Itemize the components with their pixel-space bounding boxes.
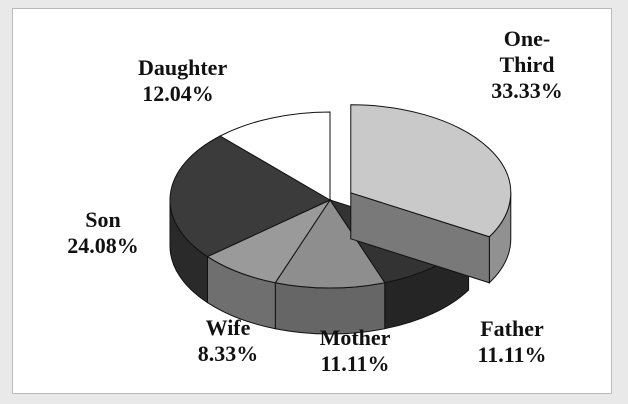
- value-label: 33.33%: [491, 78, 563, 103]
- slice-top: [219, 111, 331, 201]
- slice-label: Wife 8.33%: [173, 315, 283, 367]
- value-label: 8.33%: [197, 341, 259, 366]
- slice-label: Daughter 12.04%: [123, 55, 233, 107]
- slice-label: Father 11.11%: [457, 316, 567, 368]
- category-name: Son: [85, 207, 121, 232]
- slice-label: One-Third 33.33%: [472, 26, 582, 104]
- slice-top: [350, 104, 512, 238]
- value-label: 12.04%: [142, 81, 214, 106]
- category-name: Wife: [205, 315, 251, 340]
- slice-label: Son 24.08%: [48, 207, 158, 259]
- value-label: 11.11%: [320, 351, 390, 376]
- value-label: 11.11%: [477, 342, 547, 367]
- category-name: Father: [480, 316, 544, 341]
- category-name: One-Third: [499, 26, 555, 77]
- slice-label: Mother 11.11%: [300, 325, 410, 377]
- slice-top: [274, 199, 386, 289]
- category-name: Mother: [319, 325, 391, 350]
- value-label: 24.08%: [67, 233, 139, 258]
- category-name: Daughter: [138, 55, 228, 80]
- slice-top: [169, 135, 332, 258]
